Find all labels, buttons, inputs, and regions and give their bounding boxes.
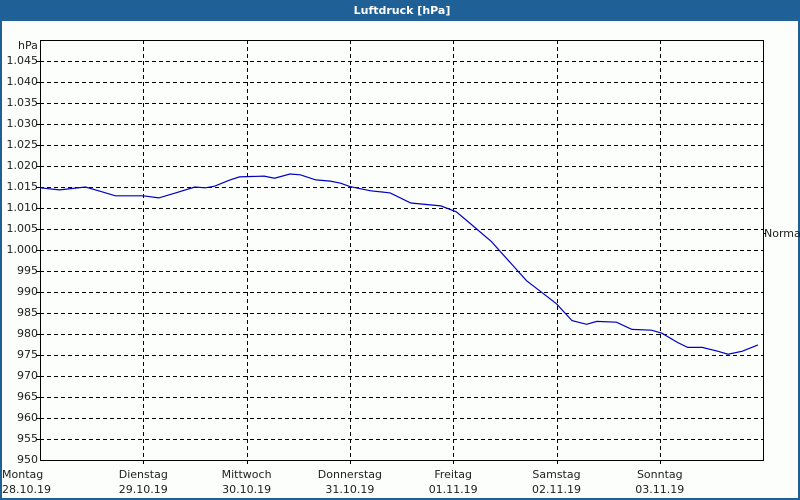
plot-frame [40,40,764,461]
x-label-date: 03.11.19 [635,483,685,496]
x-label-date: 02.11.19 [532,483,581,496]
y-tick-label: 1.015 [6,180,39,193]
y-tick-label: 950 [17,453,38,466]
x-label-date: 28.10.19 [2,483,51,496]
x-label-day: Dienstag [118,468,168,481]
y-axis-unit: hPa [18,39,38,52]
x-label-day: Freitag [434,468,473,481]
x-label-date: 01.11.19 [428,483,478,496]
x-axis-label: Dienstag 29.10.19 [98,467,188,497]
normal-marker-label: Normal [764,227,800,240]
y-tick-label: 1.000 [6,243,39,256]
y-tick-label: 1.020 [6,159,39,172]
x-label-date: 29.10.19 [118,483,168,496]
x-axis-label: Mittwoch 30.10.19 [202,467,292,497]
y-tick-label: 990 [17,285,38,298]
x-label-day: Montag [2,468,44,481]
y-tick-label: 995 [17,264,38,277]
pressure-line [39,173,759,355]
y-tick-label: 965 [17,390,38,403]
y-tick-label: 1.005 [6,222,39,235]
x-axis-label: Donnerstag 31.10.19 [305,467,395,497]
x-label-date: 31.10.19 [325,483,375,496]
x-axis-label: Samstag 02.11.19 [512,467,602,497]
y-tick-label: 970 [17,369,38,382]
y-tick-label: 1.040 [6,75,39,88]
x-label-day: Donnerstag [317,468,382,481]
y-tick-label: 955 [17,432,38,445]
y-tick-label: 1.030 [6,117,39,130]
x-axis-label: Freitag 01.11.19 [408,467,498,497]
x-label-day: Mittwoch [221,468,272,481]
y-tick-label: 960 [17,411,38,424]
y-tick-label: 1.045 [6,54,39,67]
y-tick-label: 1.035 [6,96,39,109]
window-title: Luftdruck [hPa] [2,0,800,21]
x-axis-label: Sonntag 03.11.19 [615,467,705,497]
y-tick-label: 985 [17,306,38,319]
x-label-date: 30.10.19 [222,483,272,496]
x-label-day: Samstag [532,468,581,481]
x-axis-label: Montag 28.10.19 [2,467,72,497]
y-tick-label: 980 [17,327,38,340]
y-tick-label: 975 [17,348,38,361]
y-tick-label: 1.010 [6,201,39,214]
x-label-day: Sonntag [636,468,683,481]
y-tick-label: 1.025 [6,138,39,151]
